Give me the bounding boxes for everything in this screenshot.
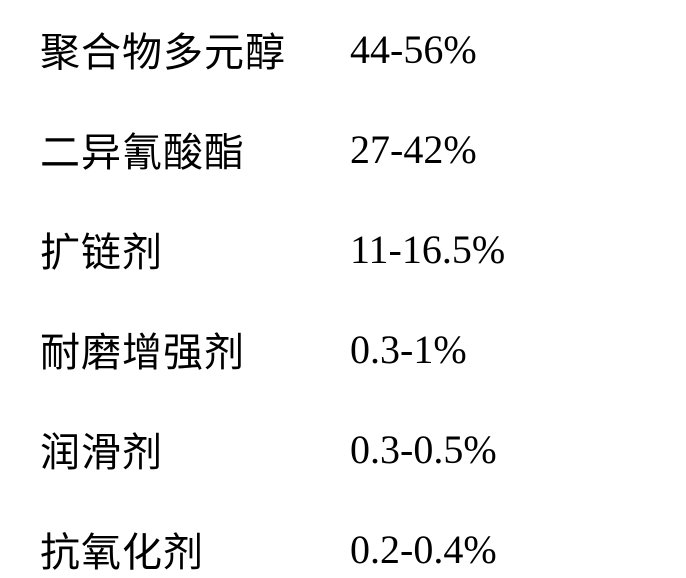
- component-label: 二异氰酸酯: [40, 120, 350, 178]
- component-label: 扩链剂: [40, 220, 350, 278]
- component-label: 润滑剂: [40, 420, 350, 478]
- table-row: 二异氰酸酯 27-42%: [40, 120, 646, 178]
- component-label: 耐磨增强剂: [40, 320, 350, 378]
- table-row: 润滑剂 0.3-0.5%: [40, 420, 646, 478]
- component-value: 27-42%: [350, 126, 477, 173]
- table-row: 扩链剂 11-16.5%: [40, 220, 646, 278]
- component-label: 聚合物多元醇: [40, 20, 350, 78]
- component-value: 0.2-0.4%: [350, 526, 497, 573]
- component-value: 0.3-1%: [350, 326, 467, 373]
- table-row: 聚合物多元醇 44-56%: [40, 20, 646, 78]
- composition-table: 聚合物多元醇 44-56% 二异氰酸酯 27-42% 扩链剂 11-16.5% …: [40, 20, 646, 578]
- component-value: 44-56%: [350, 26, 477, 73]
- component-value: 0.3-0.5%: [350, 426, 497, 473]
- component-label: 抗氧化剂: [40, 520, 350, 578]
- table-row: 抗氧化剂 0.2-0.4%: [40, 520, 646, 578]
- table-row: 耐磨增强剂 0.3-1%: [40, 320, 646, 378]
- component-value: 11-16.5%: [350, 226, 505, 273]
